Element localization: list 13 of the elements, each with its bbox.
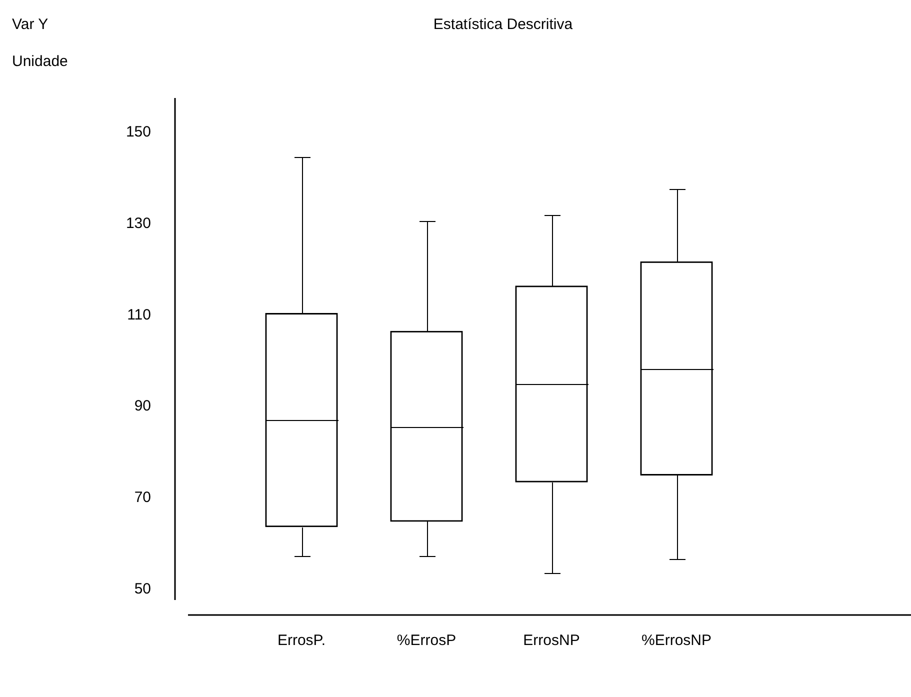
y-tick-label: 90 xyxy=(134,398,151,415)
x-tick-label: %ErrosNP xyxy=(641,632,712,650)
chart-title: Estatística Descritiva xyxy=(433,16,574,34)
y-tick-label: 50 xyxy=(134,580,151,598)
x-tick-label: ErrosP. xyxy=(277,632,326,650)
x-tick-label: ErrosNP xyxy=(523,632,580,650)
y-tick-label: 150 xyxy=(126,123,151,140)
y-tick-label: 130 xyxy=(126,214,151,232)
x-tick-label: %ErrosP xyxy=(396,632,456,650)
text: Var Y xyxy=(12,16,48,34)
text: Unidade xyxy=(12,53,68,70)
y-tick-label: 110 xyxy=(127,306,151,324)
y-tick-label: 70 xyxy=(134,489,151,506)
